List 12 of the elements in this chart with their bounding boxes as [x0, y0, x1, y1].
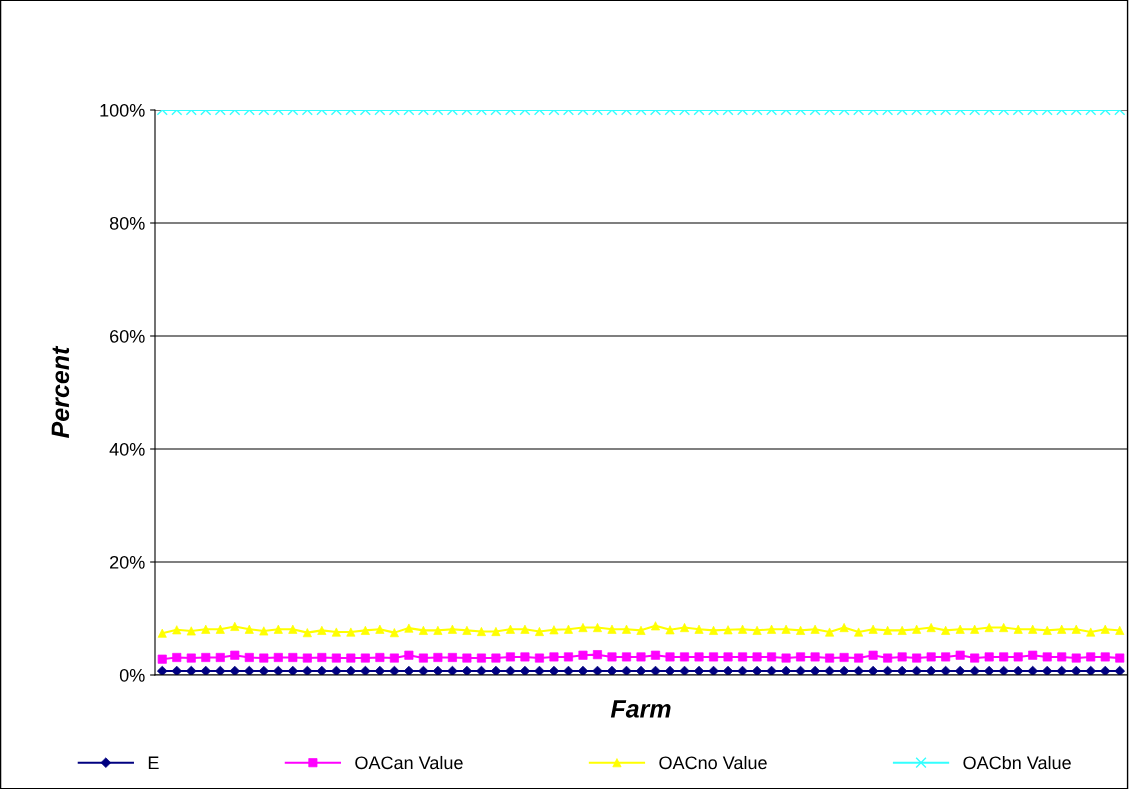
legend-label: OACbn Value [963, 755, 1071, 770]
y-tick-label: 60% [110, 329, 145, 343]
legend-label: OACno Value [659, 755, 767, 770]
y-axis-title: Percent [51, 345, 70, 438]
y-tick-label: 20% [110, 555, 145, 569]
y-tick-label: 40% [109, 442, 145, 456]
legend-label: E [148, 756, 159, 769]
legend-label: OACan Value [355, 755, 463, 770]
y-tick-label: 100% [100, 103, 145, 117]
x-axis-title: Farm [610, 700, 671, 718]
y-tick-label: 80% [109, 216, 145, 230]
y-tick-label: 0% [119, 668, 145, 682]
